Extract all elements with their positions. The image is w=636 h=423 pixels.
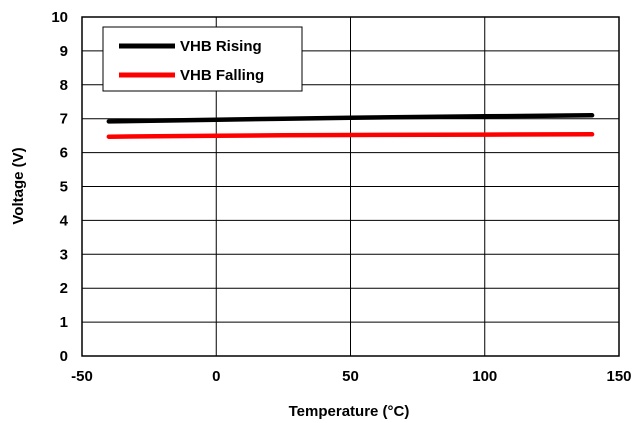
series-line-vhb-rising <box>106 113 595 124</box>
y-tick-label: 0 <box>60 348 68 365</box>
x-tick-labels: -50 0 50 100 150 <box>71 368 631 385</box>
series-group <box>106 113 595 139</box>
y-tick-label: 2 <box>60 280 68 297</box>
y-tick-label: 6 <box>60 145 68 162</box>
y-tick-labels: 0 1 2 3 4 5 6 7 8 9 10 <box>51 9 68 365</box>
y-tick-label: 9 <box>60 43 68 60</box>
y-tick-label: 10 <box>51 9 68 26</box>
legend: VHB Rising VHB Falling <box>102 26 303 92</box>
legend-box <box>102 26 303 92</box>
x-tick-label: 50 <box>342 368 359 385</box>
x-tick-label: 100 <box>472 368 497 385</box>
y-tick-label: 1 <box>60 314 68 331</box>
series-line-vhb-falling <box>106 132 595 139</box>
y-axis-title: Voltage (V) <box>10 147 27 224</box>
x-tick-label: -50 <box>71 368 93 385</box>
y-tick-label: 3 <box>60 246 68 263</box>
x-tick-label: 0 <box>212 368 220 385</box>
x-axis-title: Temperature (°C) <box>289 403 410 420</box>
y-tick-label: 5 <box>60 179 68 196</box>
y-tick-label: 8 <box>60 77 68 94</box>
legend-label-vhb-rising: VHB Rising <box>180 38 262 55</box>
plot-area <box>81 16 620 357</box>
y-tick-label: 4 <box>60 212 69 229</box>
legend-label-vhb-falling: VHB Falling <box>180 67 264 84</box>
y-tick-label: 7 <box>60 111 68 128</box>
x-tick-label: 150 <box>606 368 631 385</box>
